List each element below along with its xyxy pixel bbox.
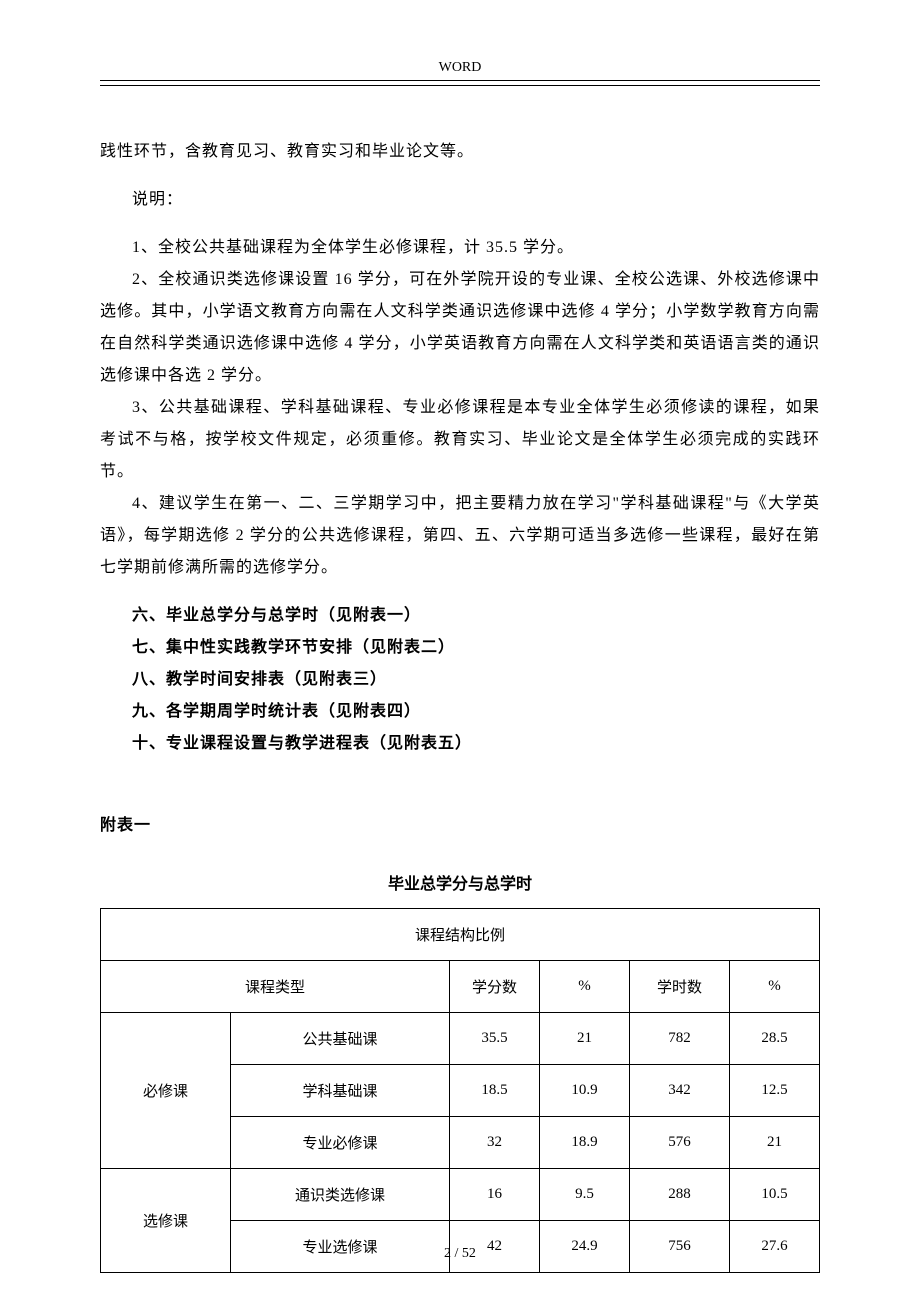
cell-pct: 10.9 [540,1065,630,1117]
col-hours: 学时数 [630,961,730,1013]
para-2: 2、全校通识类选修课设置 16 学分，可在外学院开设的专业课、全校公选课、外校选… [100,264,820,392]
table-row: 课程结构比例 [101,909,820,961]
cell-credit: 16 [450,1169,540,1221]
table-row: 课程类型 学分数 % 学时数 % [101,961,820,1013]
table-row: 选修课 通识类选修课 16 9.5 288 10.5 [101,1169,820,1221]
col-pct: % [540,961,630,1013]
cell-pct: 21 [540,1013,630,1065]
para-4: 4、建议学生在第一、二、三学期学习中，把主要精力放在学习"学科基础课程"与《大学… [100,488,820,584]
cell-name: 通识类选修课 [231,1169,450,1221]
cell-name: 公共基础课 [231,1013,450,1065]
table-header-span: 课程结构比例 [101,909,820,961]
cell-credit: 18.5 [450,1065,540,1117]
para-1: 1、全校公共基础课程为全体学生必修课程，计 35.5 学分。 [100,232,820,264]
cell-hours: 342 [630,1065,730,1117]
cell-hpct: 10.5 [730,1169,820,1221]
table-title: 毕业总学分与总学时 [100,870,820,894]
header-rule [100,85,820,86]
para-0: 践性环节，含教育见习、教育实习和毕业论文等。 [100,136,820,168]
para-3: 3、公共基础课程、学科基础课程、专业必修课程是本专业全体学生必须修读的课程，如果… [100,392,820,488]
col-credits: 学分数 [450,961,540,1013]
para-shuoming: 说明： [100,184,820,216]
heading-8: 八、教学时间安排表（见附表三） [100,664,820,696]
heading-10: 十、专业课程设置与教学进程表（见附表五） [100,728,820,760]
col-hpct: % [730,961,820,1013]
page-footer: 2 / 52 [0,1246,920,1262]
heading-7: 七、集中性实践教学环节安排（见附表二） [100,632,820,664]
cell-name: 专业必修课 [231,1117,450,1169]
cell-hours: 288 [630,1169,730,1221]
cell-credit: 32 [450,1117,540,1169]
group-required: 必修课 [101,1013,231,1169]
cell-hpct: 12.5 [730,1065,820,1117]
cell-hours: 576 [630,1117,730,1169]
col-course-type: 课程类型 [101,961,450,1013]
cell-pct: 18.9 [540,1117,630,1169]
attachment-label: 附表一 [100,810,820,842]
body-text: 践性环节，含教育见习、教育实习和毕业论文等。 说明： 1、全校公共基础课程为全体… [100,136,820,1273]
cell-hpct: 21 [730,1117,820,1169]
cell-hours: 782 [630,1013,730,1065]
cell-pct: 9.5 [540,1169,630,1221]
credits-table: 课程结构比例 课程类型 学分数 % 学时数 % 必修课 公共基础课 35.5 2… [100,908,820,1273]
header-label: WORD [100,60,820,81]
cell-credit: 35.5 [450,1013,540,1065]
heading-9: 九、各学期周学时统计表（见附表四） [100,696,820,728]
cell-name: 学科基础课 [231,1065,450,1117]
heading-6: 六、毕业总学分与总学时（见附表一） [100,600,820,632]
page-container: WORD 践性环节，含教育见习、教育实习和毕业论文等。 说明： 1、全校公共基础… [0,0,920,1313]
cell-hpct: 28.5 [730,1013,820,1065]
table-row: 必修课 公共基础课 35.5 21 782 28.5 [101,1013,820,1065]
